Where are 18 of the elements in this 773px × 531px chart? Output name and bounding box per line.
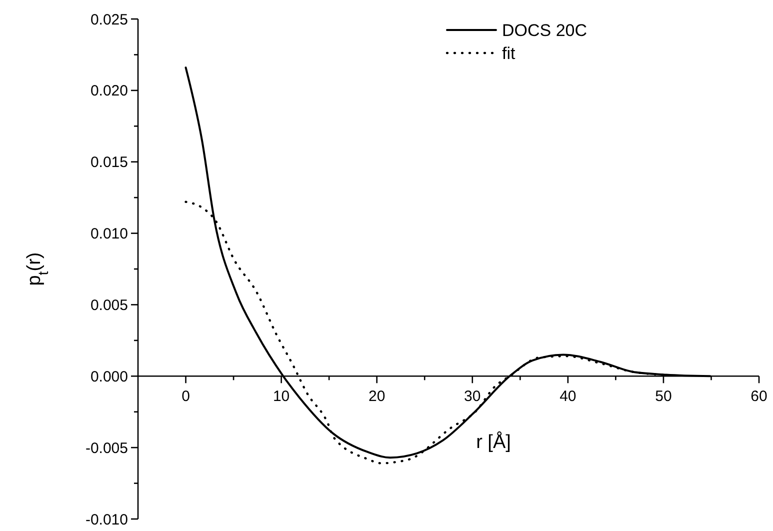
legend-label: fit <box>502 44 516 63</box>
y-tick-label: 0.010 <box>90 226 128 243</box>
y-tick-label: -0.005 <box>85 440 128 457</box>
x-tick-label: 50 <box>655 388 672 406</box>
y-tick-label: 0.000 <box>90 368 128 386</box>
y-tick-label: -0.010 <box>85 511 128 528</box>
y-tick-label: 0.020 <box>90 82 128 100</box>
x-tick-label: 20 <box>368 388 386 406</box>
x-tick-label: 0 <box>182 388 190 406</box>
x-axis-title: r [Å] <box>476 431 511 454</box>
y-tick-label: 0.015 <box>90 154 128 172</box>
y-tick-label: 0.005 <box>90 296 128 314</box>
y-tick-label: 0.025 <box>90 11 128 28</box>
x-tick-label: 10 <box>272 388 290 406</box>
x-tick-label: 30 <box>464 388 481 406</box>
x-tick-label: 60 <box>750 388 768 406</box>
legend-label: DOCS 20C <box>502 20 588 40</box>
x-tick-label: 40 <box>560 388 576 406</box>
